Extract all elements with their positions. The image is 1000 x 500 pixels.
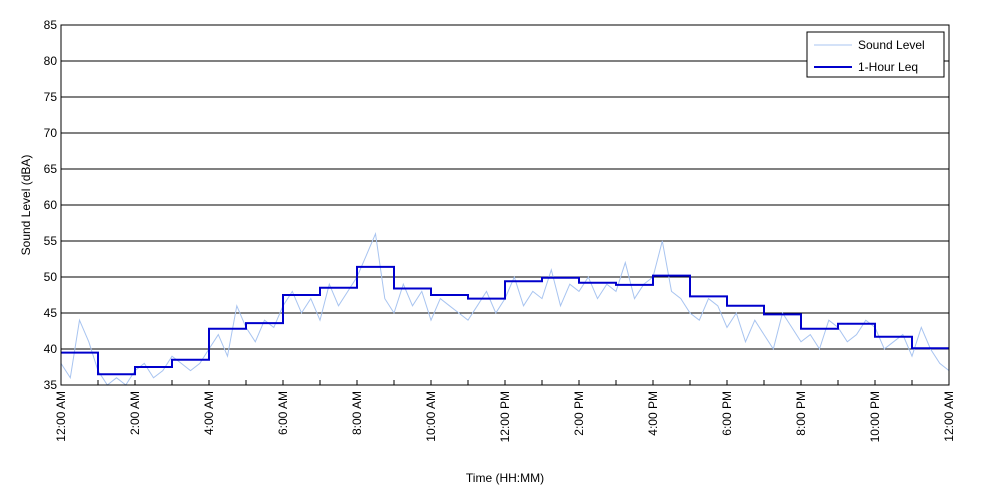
x-tick-label: 2:00 AM (128, 391, 142, 435)
x-tick-label: 12:00 AM (942, 391, 956, 442)
y-tick-label: 65 (44, 162, 58, 176)
x-tick-label: 12:00 AM (54, 391, 68, 442)
y-tick-label: 85 (44, 18, 58, 32)
x-tick-label: 8:00 AM (350, 391, 364, 435)
x-axis-label: Time (HH:MM) (466, 471, 544, 485)
leq-series (61, 265, 949, 376)
x-tick-label: 12:00 PM (498, 391, 512, 442)
y-tick-label: 40 (44, 342, 58, 356)
legend-label-leq: 1-Hour Leq (858, 60, 918, 74)
x-tick-label: 8:00 PM (794, 391, 808, 436)
legend: Sound Level 1-Hour Leq (806, 31, 945, 78)
legend-box (806, 31, 945, 78)
x-tick-label: 10:00 PM (868, 391, 882, 442)
x-tick-label: 4:00 AM (202, 391, 216, 435)
y-tick-label: 35 (44, 378, 58, 392)
y-axis-label: Sound Level (dBA) (19, 155, 33, 256)
y-tick-label: 55 (44, 234, 58, 248)
leq-step-line (61, 265, 949, 376)
y-tick-label: 70 (44, 126, 58, 140)
y-axis-ticks: 35 40 45 50 55 60 65 70 75 80 85 (44, 18, 66, 392)
y-tick-label: 80 (44, 54, 58, 68)
y-tick-label: 50 (44, 270, 58, 284)
y-tick-label: 60 (44, 198, 58, 212)
y-tick-label: 75 (44, 90, 58, 104)
x-tick-label: 10:00 AM (424, 391, 438, 442)
x-tick-label: 6:00 PM (720, 391, 734, 436)
y-tick-label: 45 (44, 306, 58, 320)
x-tick-label: 6:00 AM (276, 391, 290, 435)
legend-label-sound-level: Sound Level (858, 38, 925, 52)
x-axis-ticks: 12:00 AM 2:00 AM 4:00 AM 6:00 AM 8:00 AM 10:0… (54, 380, 956, 442)
x-tick-label: 4:00 PM (646, 391, 660, 436)
x-tick-label: 2:00 PM (572, 391, 586, 436)
